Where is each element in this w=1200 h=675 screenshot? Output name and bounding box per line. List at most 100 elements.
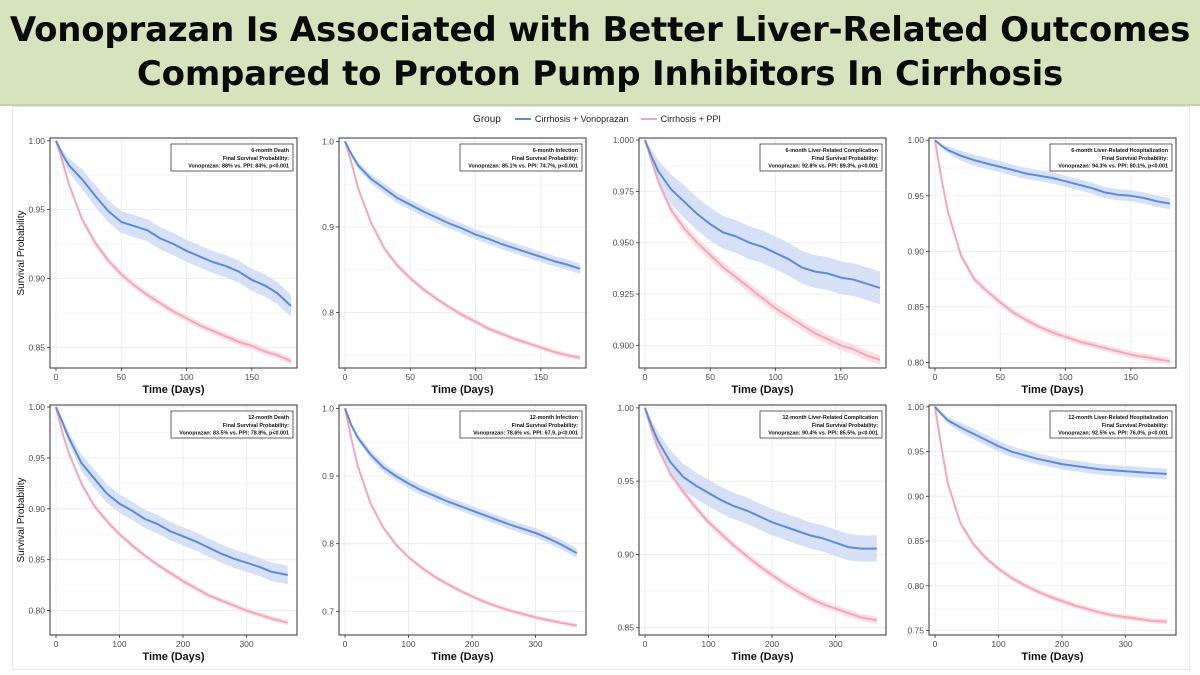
ppi-survival-line	[344, 408, 577, 627]
panel-title: 6-month Liver-Related Complication	[785, 148, 878, 154]
y-tick-label: 0.85	[617, 623, 634, 633]
plot-border	[49, 137, 298, 369]
y-tick-label: 1.00	[28, 402, 45, 412]
info-subtitle: Final Survival Probability:	[223, 423, 289, 429]
vonoprazan-ci-band	[345, 408, 577, 558]
y-tick-label: 1.00	[907, 135, 924, 145]
x-tick-label: 0	[643, 639, 648, 649]
y-tick-label: 1.0	[322, 403, 334, 413]
x-tick-label: 100	[179, 372, 193, 382]
info-summary: Vonoprazan: 85.1% vs. PPI: 74.7%, p<0.00…	[468, 164, 578, 170]
info-summary: Vonoprazan: 92.8% vs. PPI: 89.3%, p<0.00…	[768, 164, 878, 170]
y-tick-label: 0.95	[907, 447, 924, 457]
y-tick-label: 0.85	[907, 302, 924, 312]
y-tick-label: 0.75	[907, 626, 924, 636]
info-summary: Vonoprazan: 83.5% vs. PPI: 78.8%, p<0.00…	[179, 431, 289, 437]
y-tick-label: 0.80	[907, 357, 924, 367]
x-tick-label: 300	[828, 639, 842, 649]
x-tick-label: 50	[117, 372, 127, 382]
info-box	[1049, 143, 1173, 172]
plot-panel-2: 0.8 0.9 1.0 0 50 100 150 Time (Days) 6-month Inf…	[322, 136, 587, 396]
legend-item-vonoprazan: Cirrhosis + Vonoprazan	[514, 114, 629, 124]
y-tick-label: 1.00	[907, 402, 924, 412]
plot-border	[338, 137, 587, 369]
x-tick-label: 150	[1124, 372, 1138, 382]
x-tick-label: 150	[834, 372, 848, 382]
x-tick-label: 50	[706, 372, 716, 382]
title-line-2: Compared to Proton Pump Inhibitors In Ci…	[136, 54, 1064, 94]
plot-border	[638, 137, 887, 369]
info-box	[459, 410, 583, 439]
x-axis-label: Time (Days)	[731, 651, 793, 663]
y-tick-label: 0.90	[28, 504, 45, 514]
vonoprazan-survival-line	[934, 139, 1171, 205]
x-tick-label: 200	[176, 639, 190, 649]
info-box	[170, 143, 294, 172]
info-summary: Vonoprazan: 78.6% vs. PPI: 67.9, p<0.001	[473, 431, 578, 437]
x-tick-label: 100	[768, 372, 782, 382]
legend: Group Cirrhosis + Vonoprazan Cirrhosis +…	[12, 112, 1188, 126]
plot-panel-8: 0.75 0.80 0.85 0.90 0.95 1.00 0 100 200 300 Time (…	[907, 402, 1177, 663]
x-axis-label: Time (Days)	[431, 651, 493, 663]
x-tick-label: 0	[54, 372, 59, 382]
y-tick-label: 0.925	[613, 289, 635, 299]
y-tick-label: 0.90	[907, 491, 924, 501]
vonoprazan-survival-line	[644, 139, 881, 289]
info-summary: Vonoprazan: 88% vs. PPI: 84%, p<0.001	[188, 164, 289, 170]
plot-background	[339, 138, 586, 368]
ppi-survival-line	[644, 139, 881, 361]
info-subtitle: Final Survival Probability:	[1102, 156, 1168, 162]
y-tick-label: 1.000	[613, 135, 635, 145]
x-tick-label: 0	[343, 372, 348, 382]
info-summary: Vonoprazan: 92.5% vs. PPI: 76.0%, p<0.00…	[1058, 431, 1168, 437]
y-tick-label: 0.90	[907, 246, 924, 256]
x-tick-label: 100	[701, 639, 715, 649]
y-tick-label: 0.975	[613, 186, 635, 196]
y-tick-label: 0.900	[613, 340, 635, 350]
info-box	[459, 143, 583, 172]
panel-title: 6-month Infection	[533, 148, 578, 154]
plot-background	[339, 405, 586, 635]
legend-swatch-ppi	[640, 118, 657, 120]
plot-border	[638, 404, 887, 636]
y-tick-label: 0.95	[28, 205, 45, 215]
plot-panel-6: 0.7 0.8 0.9 1.0 0 100 200 300 Time (Days) 12-mont…	[322, 403, 587, 663]
legend-swatch-vonoprazan	[514, 118, 531, 120]
x-axis-label: Time (Days)	[431, 384, 493, 396]
y-tick-label: 0.8	[322, 307, 334, 317]
x-tick-label: 300	[1118, 639, 1132, 649]
x-tick-label: 100	[991, 639, 1005, 649]
plot-border	[49, 404, 298, 636]
title-banner: Vonoprazan Is Associated with Better Liv…	[0, 0, 1200, 106]
x-tick-label: 0	[933, 372, 938, 382]
plot-border	[928, 404, 1177, 636]
panel-title: 12-month Liver-Related Hospitalization	[1068, 415, 1168, 421]
y-tick-label: 0.85	[907, 536, 924, 546]
vonoprazan-ci-band	[56, 140, 291, 317]
ppi-survival-line	[934, 406, 1167, 623]
vonoprazan-ci-band	[645, 140, 880, 305]
legend-title: Group	[473, 113, 501, 125]
plot-panel-5: 0.80 0.85 0.90 0.95 1.00 0 100 200 300 Time (Days…	[16, 402, 298, 663]
plot-panel-1: 0.85 0.90 0.95 1.00 0 50 100 150 Time (Days) Surv…	[16, 136, 298, 396]
info-subtitle: Final Survival Probability:	[512, 156, 578, 162]
x-tick-label: 300	[528, 639, 542, 649]
y-tick-label: 0.90	[28, 273, 45, 283]
info-subtitle: Final Survival Probability:	[812, 156, 878, 162]
x-axis-label: Time (Days)	[142, 384, 204, 396]
x-tick-label: 100	[112, 639, 126, 649]
y-tick-label: 0.85	[28, 342, 45, 352]
y-axis-label: Survival Probability	[16, 210, 27, 295]
x-tick-label: 150	[245, 372, 259, 382]
x-axis-label: Time (Days)	[731, 384, 793, 396]
ppi-survival-line	[55, 406, 289, 624]
legend-label-vonoprazan: Cirrhosis + Vonoprazan	[534, 114, 629, 124]
x-tick-label: 200	[1055, 639, 1069, 649]
info-box	[170, 410, 294, 439]
vonoprazan-survival-line	[55, 140, 292, 307]
vonoprazan-ci-band	[935, 140, 1170, 210]
plot-panel-7: 0.85 0.90 0.95 1.00 0 100 200 300 Time (Days) 12-…	[617, 403, 887, 663]
x-tick-label: 0	[54, 639, 59, 649]
panel-title: 12-month Liver-Related Complication	[782, 415, 878, 421]
